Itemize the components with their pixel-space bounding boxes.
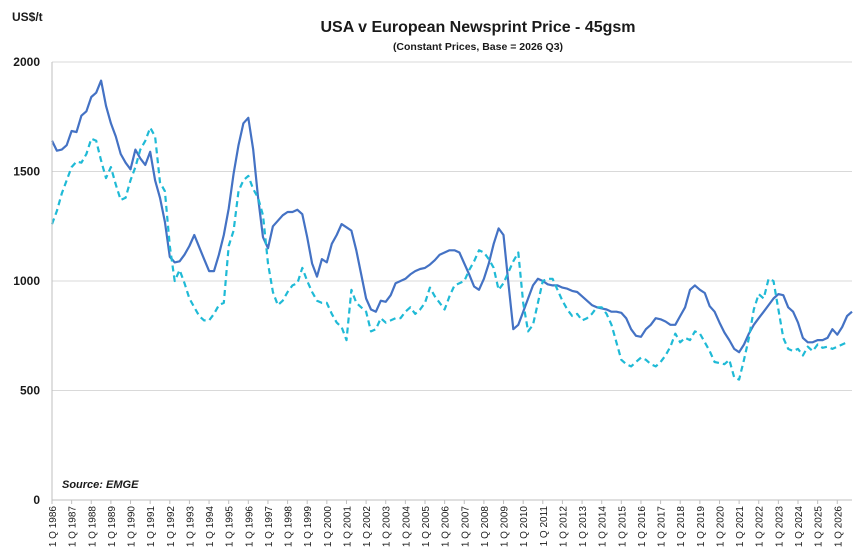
x-tick-label: 1 Q 1996	[244, 506, 255, 548]
x-tick-label: 1 Q 2021	[735, 506, 746, 548]
x-tick-label: 1 Q 2013	[578, 506, 589, 548]
x-tick-label: 1 Q 1991	[146, 506, 157, 548]
x-tick-label: 1 Q 1993	[185, 506, 196, 548]
y-tick-label: 0	[33, 493, 40, 507]
x-tick-label: 1 Q 1986	[48, 506, 59, 548]
x-tick-label: 1 Q 1992	[166, 506, 177, 548]
x-tick-label: 1 Q 2011	[539, 506, 550, 547]
x-tick-label: 1 Q 2007	[460, 506, 471, 548]
x-tick-label: 1 Q 2023	[774, 506, 785, 548]
x-tick-label: 1 Q 2005	[421, 506, 432, 548]
x-tick-label: 1 Q 2019	[696, 506, 707, 548]
y-tick-label: 1500	[13, 165, 40, 179]
x-tick-label: 1 Q 1999	[303, 506, 314, 548]
x-tick-label: 1 Q 1997	[264, 506, 275, 548]
x-axis-ticks: 1 Q 1986 1 Q 1987 1 Q 1988 1 Q 1989 1 Q 1990…	[48, 500, 844, 547]
gridlines	[52, 61, 852, 391]
x-tick-label: 1 Q 2014	[598, 506, 609, 548]
x-tick-label: 1 Q 2002	[362, 506, 373, 548]
chart-subtitle: (Constant Prices, Base = 2026 Q3)	[393, 41, 563, 53]
europe-price-line	[50, 126, 848, 381]
x-tick-label: 1 Q 2025	[814, 506, 825, 548]
x-tick-label: 1 Q 1989	[107, 506, 118, 548]
x-tick-label: 1 Q 2022	[755, 506, 766, 548]
x-tick-label: 1 Q 1998	[284, 506, 295, 548]
x-tick-label: 1 Q 2018	[676, 506, 687, 548]
x-tick-label: 1 Q 2012	[558, 506, 569, 548]
x-tick-label: 1 Q 2003	[382, 506, 393, 548]
x-tick-label: 1 Q 1995	[225, 506, 236, 548]
x-tick-label: 1 Q 2010	[519, 506, 530, 548]
y-axis-label: US$/t	[12, 10, 43, 24]
x-tick-label: 1 Q 1987	[68, 506, 79, 548]
x-tick-label: 1 Q 2000	[323, 506, 334, 548]
x-tick-label: 1 Q 2009	[500, 506, 511, 548]
source-note: Source: EMGE	[62, 479, 139, 491]
x-tick-label: 1 Q 2001	[342, 506, 353, 548]
usa-price-line	[51, 79, 853, 354]
y-tick-label: 500	[20, 384, 40, 398]
x-tick-label: 1 Q 2017	[657, 506, 668, 548]
series-lines	[50, 79, 853, 381]
x-tick-label: 1 Q 1990	[127, 506, 138, 548]
x-tick-label: 1 Q 1994	[205, 506, 216, 548]
x-tick-label: 1 Q 2008	[480, 506, 491, 548]
x-tick-label: 1 Q 1988	[87, 506, 98, 548]
x-tick-label: 1 Q 2026	[833, 506, 844, 548]
y-tick-label: 1000	[13, 274, 40, 288]
y-tick-label: 2000	[13, 55, 40, 69]
x-tick-label: 1 Q 2006	[441, 506, 452, 548]
y-axis-ticks: 0 500 1000 1500 2000	[13, 55, 40, 507]
x-tick-label: 1 Q 2020	[715, 506, 726, 548]
chart-title: USA v European Newsprint Price - 45gsm	[320, 19, 635, 36]
x-tick-label: 1 Q 2024	[794, 506, 805, 548]
x-tick-label: 1 Q 2016	[637, 506, 648, 548]
x-tick-label: 1 Q 2004	[401, 506, 412, 548]
x-tick-label: 1 Q 2015	[617, 506, 628, 548]
